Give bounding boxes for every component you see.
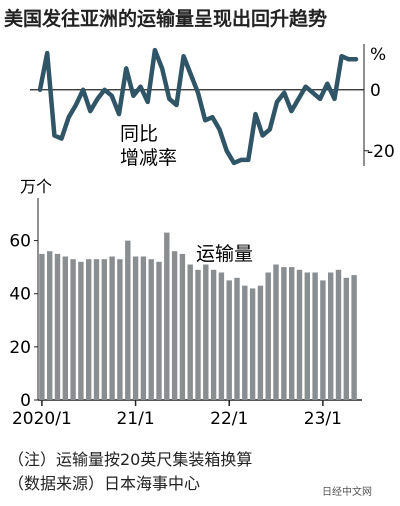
bar-y-tick-label: 0 xyxy=(20,391,31,411)
bar-volume xyxy=(249,288,256,400)
bar-volume xyxy=(109,256,115,400)
bar-volume xyxy=(265,272,271,400)
bar-series-label: 运输量 xyxy=(196,243,253,265)
bar-volume xyxy=(210,269,217,400)
bar-volume xyxy=(328,272,334,400)
line-series-yoy xyxy=(37,47,359,166)
note-source: （数据来源）日本海事中心 xyxy=(8,474,201,493)
bar-y-tick-label: 60 xyxy=(9,232,31,252)
bar-volume xyxy=(101,259,107,400)
bar-volume xyxy=(257,285,264,400)
bar-volume xyxy=(54,253,61,400)
bar-volume xyxy=(148,259,154,400)
bar-volume xyxy=(273,264,279,400)
bar-volume xyxy=(242,285,248,400)
bar-volume xyxy=(281,267,287,400)
bar-x-tick-label: 21/1 xyxy=(116,409,154,429)
note-conversion: （注）运输量按20英尺集装箱换算 xyxy=(8,450,253,469)
bar-volume xyxy=(187,264,193,400)
bar-volume xyxy=(351,275,357,400)
bar-y-tick-label: 40 xyxy=(9,285,31,305)
bar-y-tick-label: 20 xyxy=(9,338,31,358)
bar-volume xyxy=(312,272,318,400)
bar-volume xyxy=(117,259,123,400)
line-annotation-label: 增减率 xyxy=(120,147,177,169)
bar-volume xyxy=(39,253,45,400)
bar-volume xyxy=(203,264,209,400)
bar-y-unit: 万个 xyxy=(20,177,52,196)
bar-volume xyxy=(62,256,68,400)
bar-volume xyxy=(343,277,349,400)
bar-volume xyxy=(78,261,84,400)
line-y-tick-label: 0 xyxy=(370,81,381,101)
bar-volume xyxy=(218,272,225,400)
bar-volume xyxy=(320,280,326,400)
line-y-tick-label: -20 xyxy=(367,142,395,162)
bar-volume xyxy=(164,232,170,400)
line-annotation-label: 同比 xyxy=(120,123,158,145)
bar-x-tick-label: 2020/1 xyxy=(12,409,72,429)
bar-volume xyxy=(47,251,53,400)
bar-volume xyxy=(125,240,131,400)
bar-volume xyxy=(156,261,162,400)
bar-volume xyxy=(132,256,139,400)
bar-volume xyxy=(70,259,76,400)
bar-volume xyxy=(171,251,178,400)
bar-x-tick-label: 23/1 xyxy=(304,409,342,429)
bar-volume xyxy=(93,259,100,400)
bar-volume xyxy=(304,272,310,400)
bar-volume xyxy=(179,253,186,400)
watermark-text: 日经中文网 xyxy=(322,487,372,498)
bar-volume xyxy=(234,277,240,400)
chart-title: 美国发往亚洲的运输量呈现出回升趋势 xyxy=(4,8,328,30)
bar-volume xyxy=(296,269,303,400)
bar-volume xyxy=(289,267,295,400)
bar-x-tick-label: 22/1 xyxy=(210,409,248,429)
line-y-unit: % xyxy=(370,45,386,65)
bar-volume xyxy=(335,269,342,400)
bar-volume xyxy=(86,259,92,400)
bar-volume xyxy=(140,256,147,400)
bar-volume xyxy=(226,280,232,400)
bar-volume xyxy=(195,269,201,400)
